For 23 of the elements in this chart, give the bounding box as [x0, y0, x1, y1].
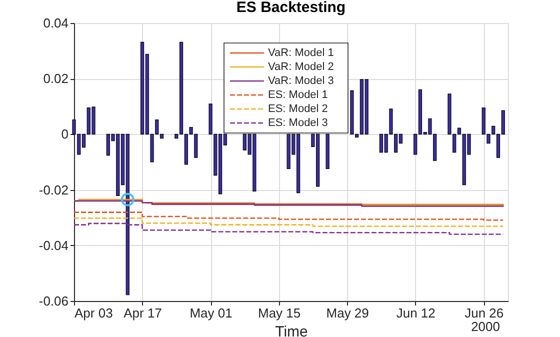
- x-tick-label: May 15: [258, 306, 301, 320]
- x-tick-label: Jun 12: [396, 306, 436, 320]
- legend-label: VaR: Model 1: [268, 47, 334, 59]
- y-tick-label: 0.02: [43, 71, 68, 86]
- y-tick-label: -0.04: [38, 238, 68, 253]
- text: 2000: [471, 319, 500, 334]
- legend-label: ES: Model 3: [268, 117, 328, 129]
- x-tick-label: Apr 03: [74, 306, 113, 320]
- chart-title: ES Backtesting: [236, 0, 346, 16]
- y-tick-label: 0: [61, 126, 68, 142]
- bar: [326, 134, 330, 169]
- legend-label: ES: Model 2: [268, 103, 328, 115]
- x-axis-title: Time: [275, 324, 308, 337]
- x-tick-label: May 01: [190, 306, 232, 320]
- x-tick-label: Jun 26: [464, 306, 504, 320]
- y-tick-label: -0.06: [38, 294, 68, 308]
- x-tick-label: May 29: [326, 306, 369, 320]
- x-tick-label: Apr 17: [124, 306, 162, 320]
- y-tick-label: 0.04: [43, 16, 68, 30]
- y-tick-label: -0.02: [38, 182, 68, 198]
- legend-label: VaR: Model 3: [268, 75, 334, 87]
- legend-label: VaR: Model 2: [268, 61, 334, 73]
- legend-label: ES: Model 1: [268, 89, 328, 101]
